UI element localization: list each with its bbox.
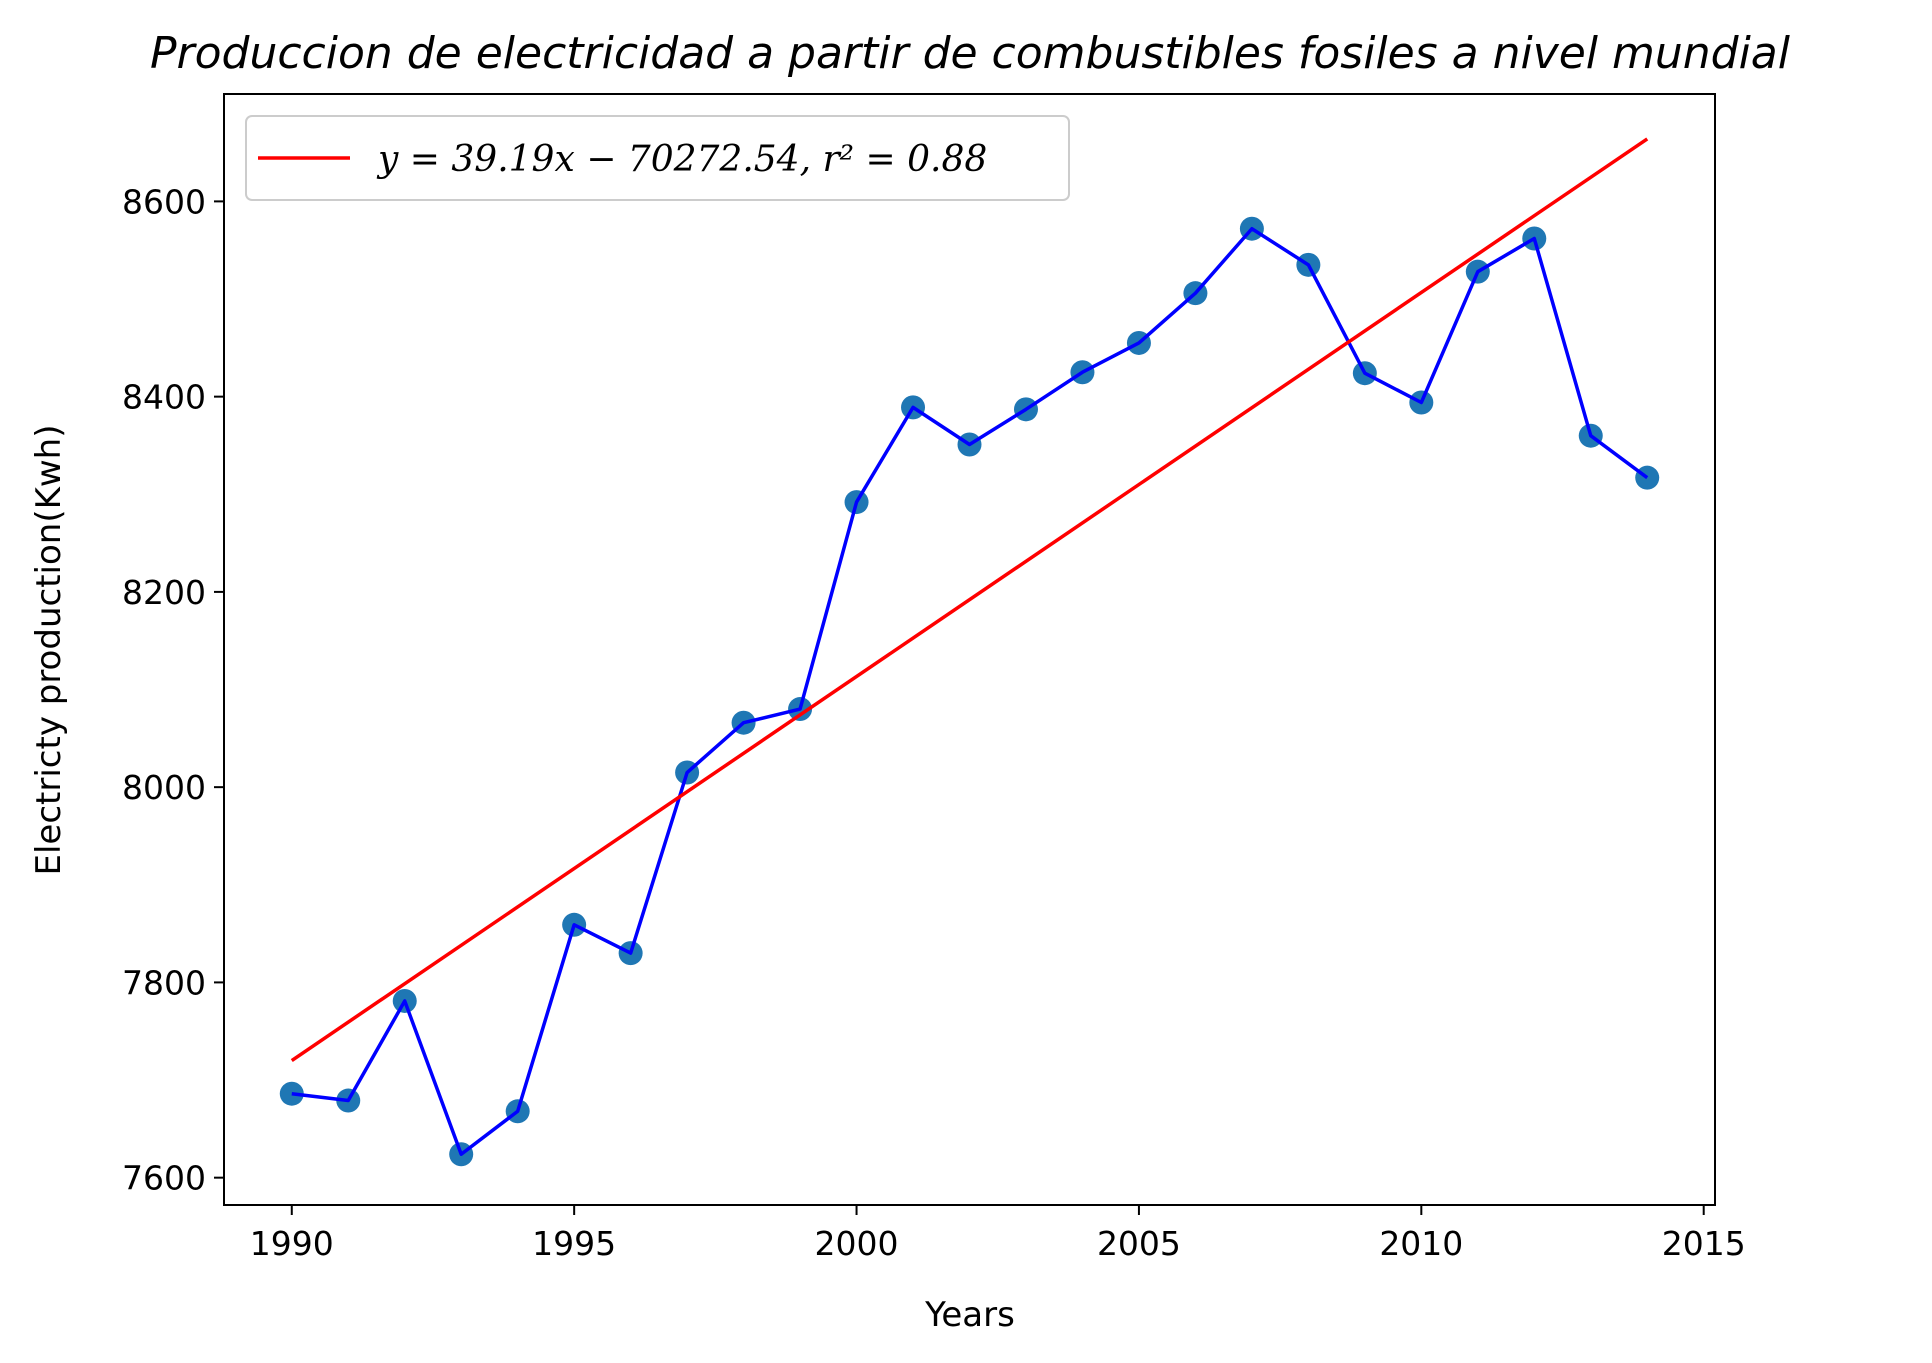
x-tick-label-2000: 2000	[815, 1224, 899, 1263]
y-tick-label-7800: 7800	[122, 963, 206, 1002]
x-tick-label-1995: 1995	[532, 1224, 616, 1263]
chart-title: Produccion de electricidad a partir de c…	[150, 28, 1791, 79]
legend: y = 39.19x − 70272.54, r² = 0.88	[245, 115, 1070, 201]
y-tick-label-8600: 8600	[122, 182, 206, 221]
x-tick-label-2005: 2005	[1097, 1224, 1181, 1263]
regression-line	[290, 137, 1649, 1062]
production-series-line	[291, 226, 1649, 1156]
y-axis-label: Electricty production(Kwh)	[29, 425, 69, 876]
x-tick-label-2010: 2010	[1379, 1224, 1463, 1263]
axis-ticks: 1990 1995 2000 2005 2010 2015 7600 7800 8000 8200…	[122, 182, 1746, 1263]
legend-box	[245, 115, 1070, 201]
x-tick-label-1990: 1990	[250, 1224, 334, 1263]
axes-frame	[223, 93, 1716, 1206]
plot-area	[279, 137, 1660, 1167]
x-axis-label: Years	[924, 1295, 1015, 1335]
y-tick-label-7600: 7600	[122, 1159, 206, 1198]
y-tick-label-8000: 8000	[122, 768, 206, 807]
x-tick-label-2015: 2015	[1662, 1224, 1746, 1263]
y-tick-label-8200: 8200	[122, 573, 206, 612]
legend-label-fit-line: y = 39.19x − 70272.54, r² = 0.88	[376, 139, 987, 180]
y-tick-label-8400: 8400	[122, 378, 206, 417]
